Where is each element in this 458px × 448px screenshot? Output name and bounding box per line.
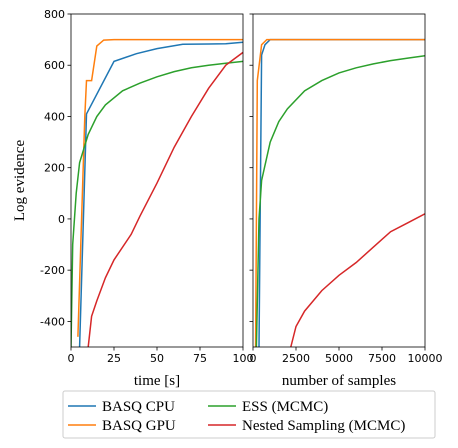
series-line [71, 60, 243, 347]
plot-area [71, 38, 243, 347]
series-line [290, 213, 425, 347]
series-line [78, 41, 243, 347]
x-tick-label: 100 [233, 352, 254, 365]
legend-label: ESS (MCMC) [242, 399, 328, 415]
x-tick-label: 2500 [282, 352, 310, 365]
y-tick-label: 800 [44, 8, 65, 21]
series-line [258, 38, 425, 347]
x-tick-label: 7500 [368, 352, 396, 365]
x-tick-label: 75 [193, 352, 207, 365]
x-tick-label: 25 [107, 352, 121, 365]
x-axis-label: time [s] [134, 373, 180, 389]
y-axis-label: Log evidence [12, 140, 28, 222]
legend-label: Nested Sampling (MCMC) [242, 418, 405, 434]
x-axis-label: number of samples [282, 373, 396, 389]
y-tick-label: -200 [40, 264, 65, 277]
y-tick-label: 0 [58, 213, 65, 226]
y-tick-label: -400 [40, 315, 65, 328]
y-tick-label: 400 [44, 110, 65, 123]
legend-label: BASQ GPU [102, 418, 176, 434]
x-tick-label: 0 [250, 352, 257, 365]
series-line [77, 38, 243, 337]
y-tick-label: 200 [44, 162, 65, 175]
y-tick-label: 600 [44, 59, 65, 72]
legend-label: BASQ CPU [102, 399, 175, 415]
axes-frame [252, 13, 426, 348]
x-tick-label: 50 [150, 352, 164, 365]
series-line [254, 38, 425, 347]
legend-frame [62, 390, 436, 439]
x-tick-label: 10000 [408, 352, 443, 365]
plot-area [254, 38, 425, 347]
series-line [87, 51, 243, 347]
x-tick-label: 0 [68, 352, 75, 365]
x-tick-label: 5000 [325, 352, 353, 365]
series-line [255, 55, 425, 347]
